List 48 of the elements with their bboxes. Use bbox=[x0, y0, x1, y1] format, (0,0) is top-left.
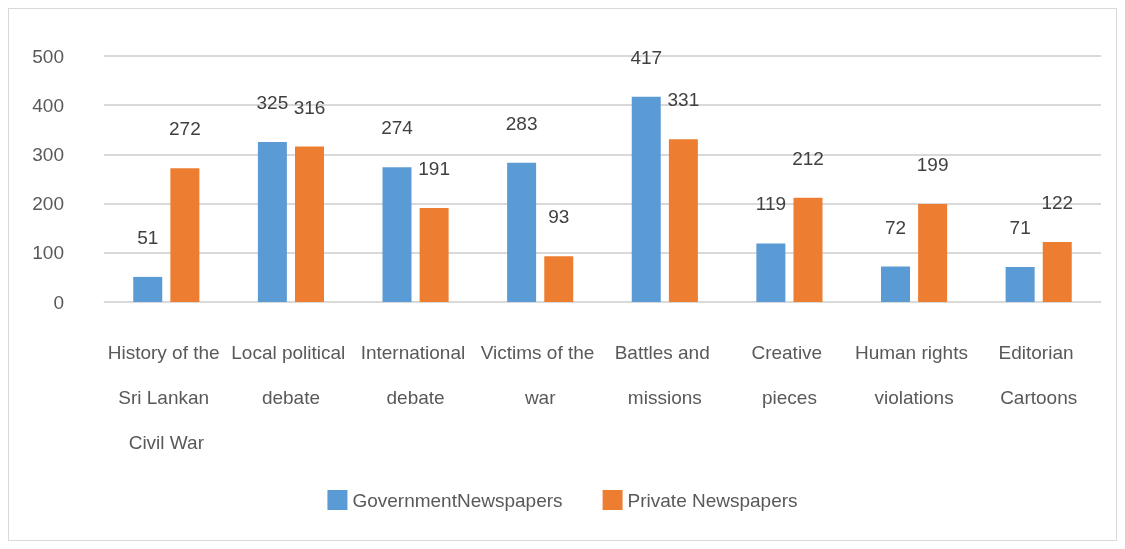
y-tick-label: 0 bbox=[53, 291, 64, 313]
bar bbox=[295, 146, 324, 302]
data-label: 119 bbox=[755, 193, 787, 215]
data-label: 274 bbox=[381, 117, 414, 139]
category-label: Creative pieces bbox=[751, 342, 823, 408]
y-tick-label: 300 bbox=[32, 143, 64, 165]
data-label: 272 bbox=[169, 118, 201, 140]
bar bbox=[419, 208, 449, 302]
data-label: 72 bbox=[884, 216, 907, 238]
bar bbox=[881, 266, 910, 302]
data-label: 122 bbox=[1041, 191, 1074, 213]
data-label: 212 bbox=[792, 147, 824, 169]
bar bbox=[793, 197, 823, 302]
y-tick-label: 200 bbox=[32, 193, 64, 215]
data-label: 417 bbox=[630, 46, 663, 68]
legend-label: GovernmentNewspapers bbox=[352, 489, 563, 511]
bar bbox=[544, 256, 574, 302]
category-label: Local political debate bbox=[231, 342, 346, 408]
category-label: Victims of the war bbox=[480, 342, 595, 408]
category-label: Editorian Cartoons bbox=[998, 342, 1078, 408]
bar bbox=[668, 139, 698, 302]
data-label: 316 bbox=[293, 96, 326, 118]
data-label: 325 bbox=[256, 92, 289, 114]
bar bbox=[133, 276, 163, 302]
data-label: 331 bbox=[667, 89, 700, 111]
data-label: 191 bbox=[418, 158, 450, 180]
bar bbox=[382, 167, 412, 302]
category-label: History of the Sri Lankan Civil War bbox=[107, 342, 220, 453]
bar bbox=[507, 162, 537, 302]
data-label: 51 bbox=[137, 226, 159, 248]
category-label: International debate bbox=[360, 342, 466, 408]
y-tick-label: 400 bbox=[32, 94, 64, 116]
bar bbox=[631, 96, 661, 302]
y-tick-label: 500 bbox=[32, 45, 64, 67]
data-label: 93 bbox=[548, 206, 570, 228]
bar bbox=[918, 204, 948, 302]
bar bbox=[1042, 241, 1072, 302]
category-label: Battles and missions bbox=[614, 342, 710, 408]
y-tick-label: 100 bbox=[32, 242, 64, 264]
data-label: 199 bbox=[916, 154, 949, 176]
data-label: 71 bbox=[1009, 217, 1031, 239]
legend-label: Private Newspapers bbox=[627, 489, 798, 511]
bar bbox=[1005, 267, 1035, 302]
bar bbox=[756, 243, 786, 302]
bar bbox=[257, 142, 287, 302]
category-label: Human rights violations bbox=[854, 342, 968, 408]
bar bbox=[170, 168, 200, 302]
data-label: 283 bbox=[505, 112, 538, 134]
